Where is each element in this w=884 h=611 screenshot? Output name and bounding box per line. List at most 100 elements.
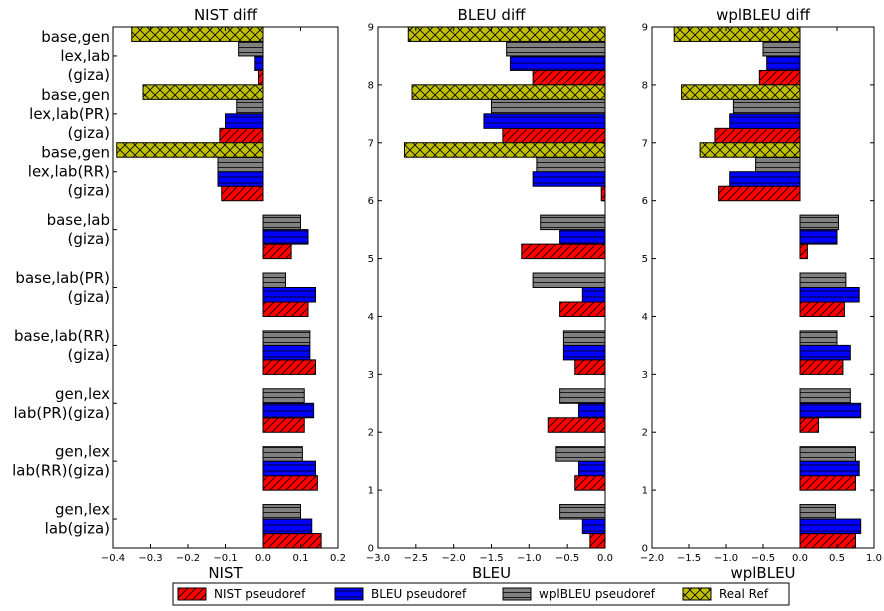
legend-swatch [177, 587, 207, 601]
y-tick-label: 8 [642, 80, 648, 91]
bar [238, 40, 264, 57]
x-tick-label: −0.1 [213, 553, 237, 564]
y-tick-label: 6 [368, 196, 374, 207]
bar [262, 243, 292, 260]
y-tick-label: 7 [368, 138, 374, 149]
bar [758, 69, 801, 86]
x-tick-label: 0.1 [293, 553, 309, 564]
bar [562, 344, 606, 361]
bar [799, 417, 819, 433]
x-tick-label: −3.0 [366, 553, 390, 564]
x-tick-label: −1.5 [677, 553, 701, 564]
bar [799, 533, 856, 549]
bar [799, 330, 838, 346]
bar [540, 214, 606, 231]
bar [799, 301, 845, 317]
bar [262, 214, 301, 231]
row-labels: gen,lexlab(giza)gen,lexlab(RR)(giza)gen,… [12, 28, 117, 538]
bar [681, 84, 801, 100]
bar [714, 127, 801, 144]
y-tick-label: 9 [642, 23, 648, 34]
y-tick-label: 3 [368, 370, 374, 381]
bar [581, 518, 606, 535]
bar [262, 330, 311, 346]
x-axis-label: BLEU [472, 564, 511, 582]
row-label: base,lab(PR) [15, 269, 110, 287]
bar [729, 113, 801, 129]
x-tick-label: 1.0 [866, 553, 882, 564]
bar [262, 504, 301, 520]
bar [581, 287, 606, 303]
x-tick-label: −1.0 [714, 553, 738, 564]
bar [509, 55, 606, 71]
x-axis-label: NIST [208, 564, 243, 582]
bar [258, 69, 264, 86]
bar [532, 171, 606, 187]
row-label: gen,lex [55, 385, 110, 403]
x-tick-label: −0.5 [555, 553, 579, 564]
bar [262, 475, 318, 491]
x-tick-label: −2.5 [404, 553, 428, 564]
bar [262, 417, 305, 433]
bar [799, 388, 851, 404]
row-label: lab(RR)(giza) [12, 462, 110, 480]
bar [799, 229, 838, 245]
bar [589, 533, 606, 549]
x-tick-label: −0.2 [176, 553, 200, 564]
bar [262, 533, 322, 549]
y-tick-label: 1 [368, 486, 374, 497]
y-tick-label: 0 [368, 544, 374, 555]
bar [262, 402, 315, 419]
bar [536, 156, 606, 173]
bar [262, 301, 309, 317]
legend-label: wplBLEU pseudoref [539, 587, 656, 601]
bar [799, 475, 856, 491]
row-label: base,gen [41, 28, 110, 46]
bar [799, 446, 856, 462]
legend-label: BLEU pseudoref [371, 587, 467, 601]
bar [411, 84, 606, 100]
x-axis-label: wplBLEU [730, 564, 795, 582]
x-tick-label: −2.0 [640, 553, 664, 564]
bar [762, 40, 801, 57]
bar [506, 40, 606, 57]
bar [262, 518, 313, 535]
bar [555, 446, 606, 462]
row-label: base,gen [41, 144, 110, 162]
row-label: (giza) [68, 288, 110, 306]
row-label: lex,lab(PR) [29, 105, 110, 123]
bar [578, 402, 606, 419]
bar [562, 330, 606, 346]
x-tick-label: 0.0 [792, 553, 808, 564]
x-tick-label: −1.0 [517, 553, 541, 564]
legend-label: Real Ref [719, 587, 769, 601]
bar [407, 26, 606, 42]
bar [254, 55, 264, 71]
bar [732, 98, 801, 115]
row-label: base,lab(RR) [14, 327, 110, 345]
y-tick-label: 4 [642, 312, 648, 323]
row-label: gen,lex [55, 443, 110, 461]
bar [729, 171, 801, 187]
bar [673, 26, 801, 42]
y-tick-label: 5 [642, 254, 648, 265]
bar [559, 301, 606, 317]
bar [799, 214, 839, 231]
y-tick-label: 4 [368, 312, 374, 323]
bar [799, 504, 837, 520]
bar [559, 229, 606, 245]
bar [699, 142, 801, 158]
legend-swatch [682, 587, 712, 601]
x-tick-label: −0.4 [101, 553, 125, 564]
row-label: (giza) [68, 230, 110, 248]
y-tick-label: 8 [368, 80, 374, 91]
panel-title: NIST diff [194, 6, 258, 24]
bar [262, 287, 316, 303]
row-label: (giza) [68, 182, 110, 200]
bar [116, 142, 264, 158]
x-tick-label: 0.5 [829, 553, 845, 564]
y-tick-label: 0 [642, 544, 648, 555]
legend-swatch [334, 587, 364, 601]
bar [521, 243, 606, 260]
